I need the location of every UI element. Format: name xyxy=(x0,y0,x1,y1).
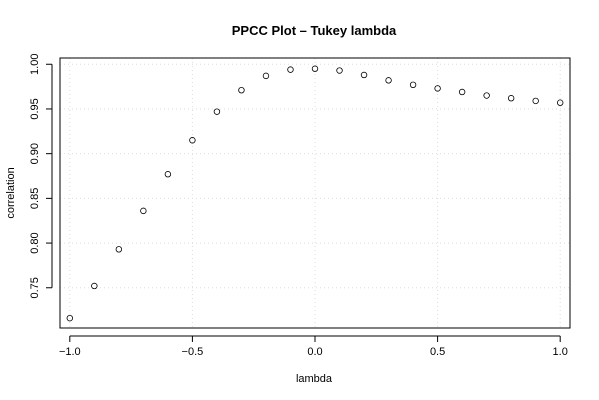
data-point xyxy=(434,85,441,92)
data-point xyxy=(91,282,98,290)
data-point xyxy=(262,72,270,80)
chart-title: PPCC Plot – Tukey lambda xyxy=(232,23,397,38)
data-point xyxy=(336,67,343,74)
x-tick-label-3: 0.5 xyxy=(430,346,445,358)
x-axis: −1.0 −0.5 0.0 0.5 1.0 xyxy=(59,335,568,358)
data-point xyxy=(311,65,319,72)
grid-layer xyxy=(60,58,570,328)
plot-frame xyxy=(59,57,571,329)
y-tick-label-0: 0.75 xyxy=(29,277,41,298)
y-tick-label-2: 0.85 xyxy=(29,188,41,209)
data-point xyxy=(507,95,515,102)
x-tick-label-2: 0.0 xyxy=(307,346,322,358)
data-point xyxy=(164,171,172,178)
data-point xyxy=(140,207,147,215)
data-point xyxy=(360,71,368,79)
y-axis: 0.75 0.80 0.85 0.90 0.95 1.00 xyxy=(29,54,53,298)
data-point xyxy=(238,86,245,94)
x-tick-label-0: −1.0 xyxy=(59,346,81,358)
data-point xyxy=(556,99,564,106)
data-points xyxy=(66,65,564,322)
data-point xyxy=(115,246,123,253)
y-tick-label-3: 0.90 xyxy=(29,143,41,164)
x-axis-label: lambda xyxy=(296,373,333,385)
data-point xyxy=(458,88,466,96)
data-point xyxy=(66,314,74,322)
y-tick-label-1: 0.80 xyxy=(29,232,41,253)
data-point xyxy=(409,81,417,89)
data-point xyxy=(483,92,490,99)
data-point xyxy=(532,97,539,105)
y-axis-label: correlation xyxy=(5,167,17,218)
y-tick-label-5: 1.00 xyxy=(29,54,41,75)
data-point xyxy=(287,66,294,73)
y-tick-label-4: 0.95 xyxy=(29,98,41,119)
data-point xyxy=(213,108,221,115)
x-tick-label-4: 1.0 xyxy=(553,346,568,358)
data-point xyxy=(385,77,392,84)
x-tick-label-1: −0.5 xyxy=(182,346,204,358)
data-point xyxy=(189,137,196,144)
